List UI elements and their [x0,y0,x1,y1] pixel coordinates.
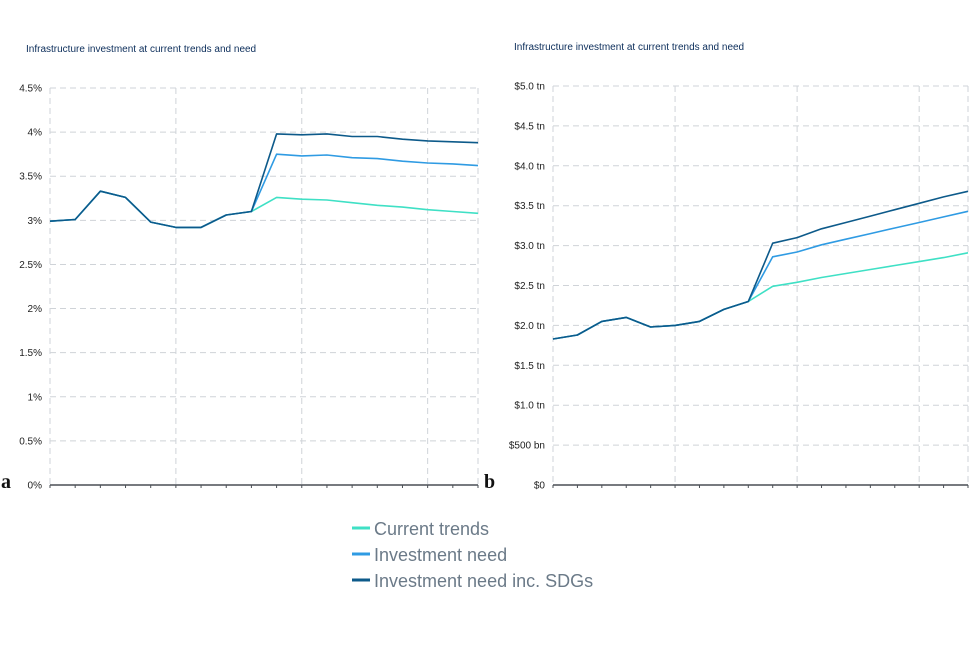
chart-title-b: Infrastructure investment at current tre… [514,42,744,53]
chart-title-a: Infrastructure investment at current tre… [26,44,256,55]
y-tick-label: 0% [28,481,43,492]
series-line-investment-need-inc-sdgs [552,190,969,340]
y-tick-label: $3.5 tn [514,201,545,212]
y-tick-label: $5.0 tn [514,82,545,93]
legend-item-current-trends: Current trends [352,519,489,539]
y-tick-label: 3% [28,216,43,227]
legend-item-investment-need-inc-sdgs: Investment need inc. SDGs [352,571,593,591]
y-tick-label: 1% [28,392,43,403]
panel-label-b: b [484,471,495,493]
series-line-investment-need [49,153,479,229]
y-tick-label: $3.0 tn [514,241,545,252]
legend-label: Investment need inc. SDGs [374,571,593,591]
series-line-investment-need-inc-sdgs [49,133,479,229]
y-tick-label: $4.5 tn [514,121,545,132]
legend-item-investment-need: Investment need [352,545,507,565]
y-tick-label: $2.5 tn [514,281,545,292]
legend-label: Current trends [374,519,489,539]
y-tick-label: 3.5% [19,172,42,183]
y-tick-label: 1.5% [19,348,42,359]
chart-panel-b: Infrastructure investment at current tre… [484,42,969,493]
y-tick-label: $0 [534,481,546,492]
y-tick-label: 0.5% [19,436,42,447]
series-line-current-trends [49,190,479,229]
panel-label-a: a [1,471,11,493]
y-tick-label: $1.0 tn [514,401,545,412]
y-tick-label: 4% [28,128,43,139]
y-tick-label: 2% [28,304,43,315]
series-line-current-trends [552,252,969,340]
legend-label: Investment need [374,545,507,565]
legend: Current trends Investment need Investmen… [352,519,593,591]
y-tick-label: 4.5% [19,84,42,95]
y-tick-label: $2.0 tn [514,321,545,332]
y-tick-label: $4.0 tn [514,161,545,172]
y-tick-label: $500 bn [509,441,545,452]
y-tick-label: 2.5% [19,260,42,271]
chart-panel-a: Infrastructure investment at current tre… [1,44,479,493]
y-tick-label: $1.5 tn [514,361,545,372]
